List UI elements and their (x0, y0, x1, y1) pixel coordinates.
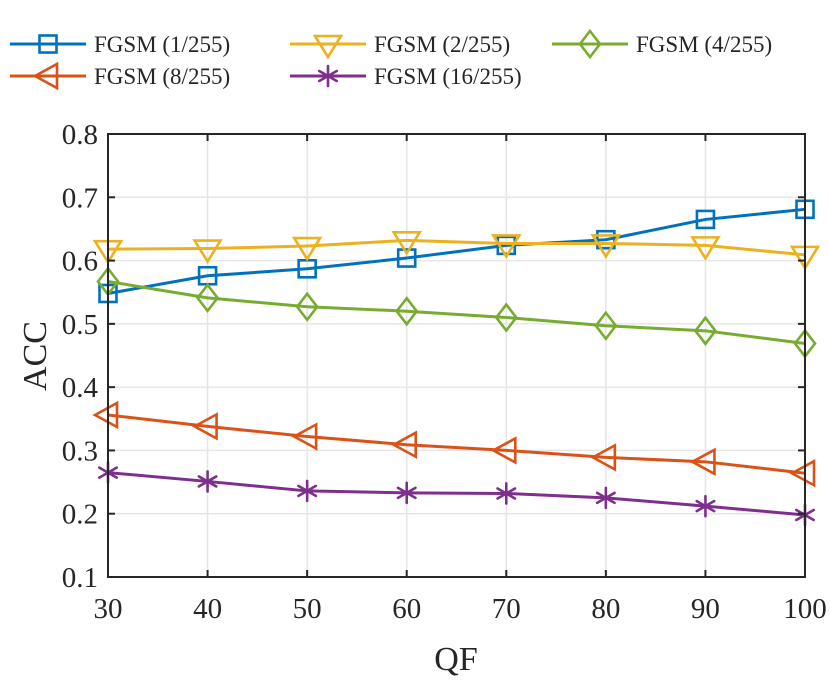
legend-marker (578, 28, 602, 60)
data-point (191, 412, 218, 441)
data-point (590, 234, 622, 259)
y-tick-label: 0.8 (62, 119, 98, 151)
x-tick-label: 70 (492, 593, 521, 625)
data-point (494, 302, 518, 333)
data-point (596, 229, 616, 250)
data-point (496, 235, 517, 256)
x-tick-label: 30 (94, 593, 123, 625)
legend-item: FGSM (8/255) (10, 61, 230, 91)
legend: FGSM (1/255) FGSM (2/255) FGSM (4/255) FGSM… (10, 28, 772, 91)
series-line (107, 471, 806, 517)
series-line (107, 238, 806, 257)
plot-area (108, 134, 805, 577)
x-tick-label: 100 (783, 593, 827, 625)
legend-marker (32, 61, 59, 91)
legend-label: FGSM (8/255) (94, 64, 230, 89)
data-point (695, 494, 716, 518)
grid-lines (107, 133, 806, 578)
series-line (107, 207, 806, 295)
data-point (192, 239, 223, 265)
x-axis-label: QF (434, 641, 477, 678)
data-point (297, 479, 318, 503)
legend-label: FGSM (4/255) (636, 32, 772, 57)
data-point (496, 482, 517, 505)
data-point (689, 447, 716, 477)
data-point (595, 486, 616, 510)
series-layer (92, 199, 821, 527)
data-point (695, 209, 716, 230)
data-point (92, 400, 119, 430)
data-point (396, 248, 417, 268)
x-tick-label: 90 (691, 593, 720, 625)
data-point (690, 236, 721, 261)
data-point (391, 231, 423, 256)
y-axis-label: ACC (17, 321, 54, 391)
x-tick-label: 40 (193, 593, 222, 625)
legend-marker (38, 34, 58, 54)
data-point (789, 459, 816, 488)
legend-item: FGSM (4/255) (552, 28, 772, 60)
data-point (490, 436, 517, 465)
legend-item: FGSM (1/255) (10, 32, 230, 57)
x-tick-label: 60 (392, 593, 421, 625)
legend-label: FGSM (1/255) (94, 32, 230, 57)
data-point (197, 470, 218, 493)
y-tick-label: 0.5 (62, 309, 98, 341)
tick-labels: 30 40 50 60 70 80 90 100 0.1 0.2 0.3 0.4 0.5 0.6 0.7 0.… (62, 119, 827, 625)
data-point (291, 236, 323, 262)
y-tick-label: 0.7 (62, 182, 98, 214)
legend-label: FGSM (16/255) (374, 64, 522, 89)
y-tick-label: 0.3 (62, 435, 98, 467)
legend-label: FGSM (2/255) (374, 32, 510, 57)
data-point (590, 443, 617, 472)
series-4 (92, 400, 816, 488)
legend-marker (317, 64, 339, 88)
y-tick-label: 0.6 (62, 246, 98, 278)
series-line (107, 413, 806, 475)
data-point (594, 310, 618, 341)
y-tick-label: 0.2 (62, 499, 98, 531)
axis-ticks (107, 133, 806, 578)
y-tick-label: 0.4 (62, 372, 99, 404)
plot-frame (107, 133, 806, 578)
data-point (291, 422, 318, 451)
data-point (295, 291, 319, 322)
data-point (195, 282, 220, 314)
x-tick-label: 50 (293, 593, 322, 625)
data-point (693, 315, 718, 346)
y-tick-label: 0.1 (62, 562, 98, 594)
legend-item: FGSM (16/255) (290, 64, 522, 89)
data-point (395, 296, 419, 327)
series-line (107, 279, 806, 345)
x-tick-label: 80 (591, 593, 620, 625)
legend-marker (312, 34, 344, 60)
data-point (490, 234, 522, 259)
data-point (390, 430, 418, 459)
legend-item: FGSM (2/255) (290, 32, 510, 60)
data-point (396, 481, 417, 505)
